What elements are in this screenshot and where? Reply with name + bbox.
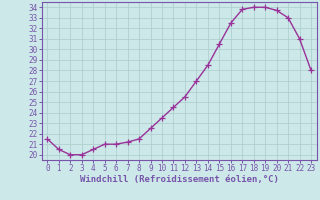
X-axis label: Windchill (Refroidissement éolien,°C): Windchill (Refroidissement éolien,°C) — [80, 175, 279, 184]
